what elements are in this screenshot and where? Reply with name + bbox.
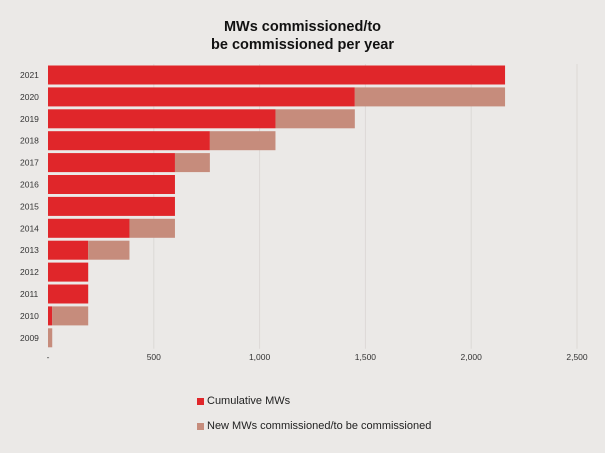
bar-cumulative-2013 xyxy=(48,240,89,260)
bar-cumulative-2021 xyxy=(48,65,506,85)
x-tick-label: 1,500 xyxy=(355,352,377,362)
x-tick-label: 2,000 xyxy=(461,352,483,362)
x-tick-label: - xyxy=(47,352,50,362)
bar-cumulative-2020 xyxy=(48,87,355,107)
y-tick-label: 2009 xyxy=(20,333,39,343)
y-tick-label: 2020 xyxy=(20,92,39,102)
bar-cumulative-2017 xyxy=(48,153,175,173)
bar-new-2017 xyxy=(174,153,210,173)
y-tick-label: 2017 xyxy=(20,158,39,168)
title-line-1: MWs commissioned/to xyxy=(223,19,382,35)
bar-new-2020 xyxy=(354,87,506,107)
x-tick-label: 2,500 xyxy=(566,352,588,362)
y-tick-label: 2021 xyxy=(20,70,39,80)
bar-cumulative-2018 xyxy=(48,131,210,151)
title-line-2: be commissioned per year xyxy=(211,37,394,53)
bar-cumulative-2014 xyxy=(48,218,130,238)
bar-cumulative-2019 xyxy=(48,109,276,129)
y-tick-label: 2013 xyxy=(20,245,39,255)
legend-swatch xyxy=(197,422,204,430)
y-tick-label: 2012 xyxy=(20,267,39,277)
chart-title: MWs commissioned/to be commissioned per … xyxy=(0,18,605,54)
bar-new-2018 xyxy=(209,131,276,151)
legend-swatch xyxy=(197,397,204,405)
y-tick-label: 2016 xyxy=(20,180,39,190)
bar-cumulative-2010 xyxy=(48,306,53,326)
bar-new-2013 xyxy=(88,240,130,260)
y-tick-label: 2014 xyxy=(20,223,39,233)
y-tick-label: 2010 xyxy=(20,311,39,321)
y-tick-label: 2015 xyxy=(20,201,39,211)
bar-cumulative-2011 xyxy=(48,284,89,304)
bar-new-2014 xyxy=(129,218,175,238)
bar-cumulative-2012 xyxy=(48,262,89,282)
bar-new-2019 xyxy=(275,109,355,129)
legend-item-cumulative: Cumulative MWs xyxy=(197,395,290,407)
bar-new-2009 xyxy=(48,328,53,348)
legend-item-new: New MWs commissioned/to be commissioned xyxy=(197,420,431,432)
legend-label: New MWs commissioned/to be commissioned xyxy=(207,420,432,432)
y-tick-label: 2019 xyxy=(20,114,39,124)
bar-cumulative-2016 xyxy=(48,175,175,194)
bar-cumulative-2015 xyxy=(48,196,175,216)
y-tick-label: 2018 xyxy=(20,136,39,146)
bar-new-2010 xyxy=(52,306,89,326)
y-tick-label: 2011 xyxy=(20,289,39,299)
legend-label: Cumulative MWs xyxy=(207,395,291,407)
x-tick-label: 1,000 xyxy=(249,352,271,362)
x-tick-label: 500 xyxy=(147,352,161,362)
